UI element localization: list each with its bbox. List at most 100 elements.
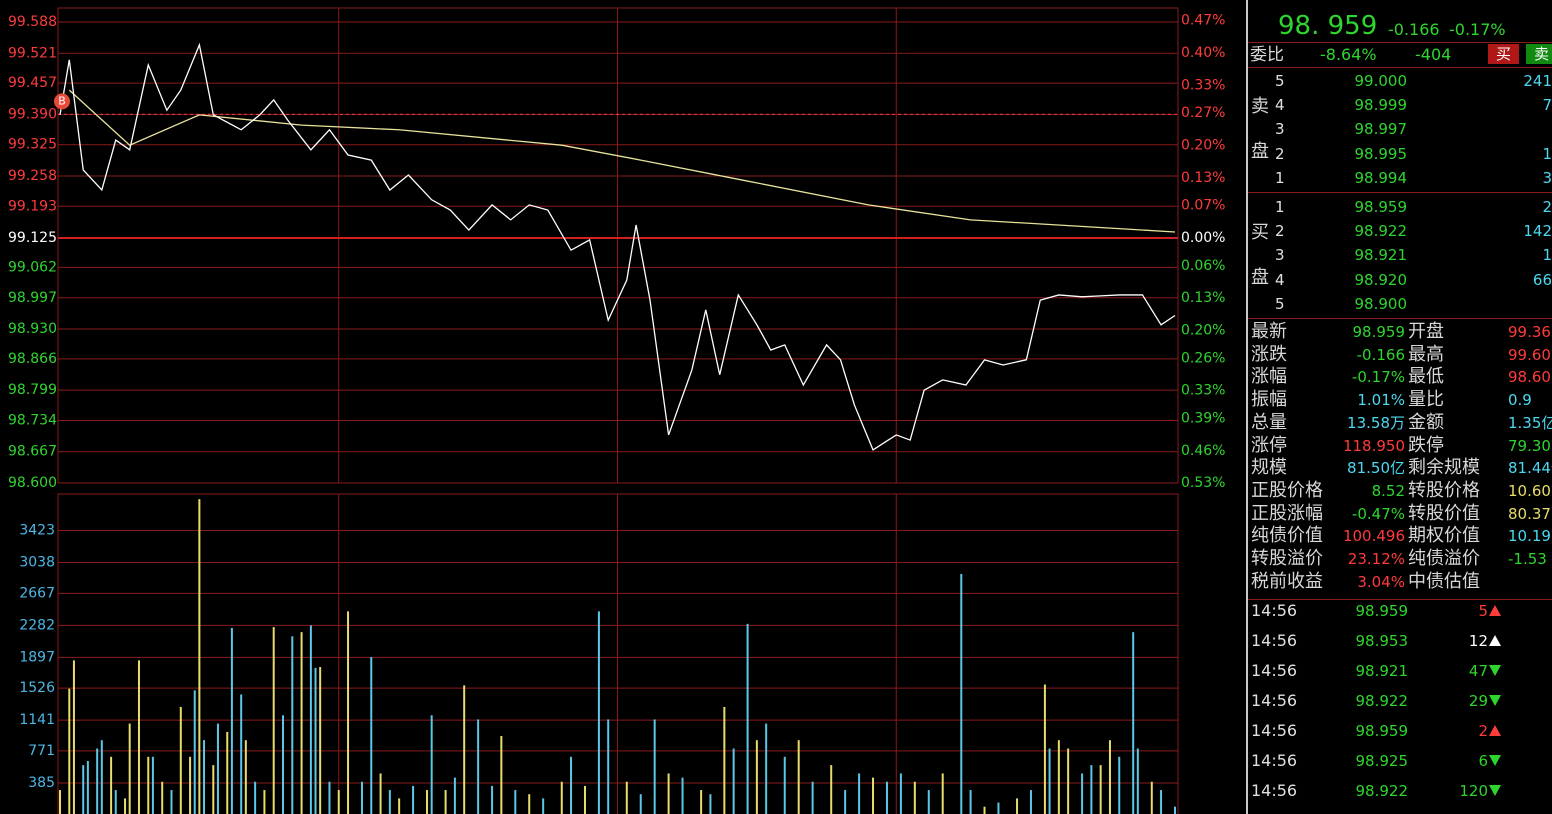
volume-bar — [500, 736, 503, 814]
volume-bar — [100, 740, 103, 814]
separator — [1248, 599, 1552, 600]
volume-bar — [653, 719, 656, 814]
trade-arrow — [1489, 605, 1501, 616]
y-tick-label: 99.125 — [8, 230, 57, 246]
stat-label: 转股溢价 — [1251, 548, 1323, 569]
y2-tick-label: 0.27% — [1181, 105, 1225, 121]
volume-bar — [82, 765, 85, 814]
y-tick-label: 385 — [28, 775, 55, 791]
stat-label: 量比 — [1408, 389, 1444, 411]
stat-label: 振幅 — [1251, 389, 1287, 411]
stat-value: 98.959 — [1352, 323, 1406, 341]
volume-bar — [625, 781, 628, 814]
volume-bar — [282, 715, 284, 814]
volume-bar — [96, 748, 99, 814]
volume-bar — [607, 719, 610, 814]
y-tick-label: 2282 — [19, 617, 55, 633]
stat-label: 最新 — [1251, 321, 1287, 342]
sell-button[interactable]: 卖 — [1526, 44, 1552, 64]
volume-bar — [426, 790, 429, 814]
volume-bar — [514, 790, 517, 814]
volume-bar — [59, 790, 61, 814]
book-volume: 7 — [1542, 96, 1552, 115]
ratio-diff: -404 — [1415, 45, 1452, 64]
buy-button[interactable]: 买 — [1488, 44, 1520, 64]
volume-bar — [969, 790, 972, 814]
y-tick-label: 2667 — [19, 585, 55, 601]
stat-label: 税前收益 — [1251, 570, 1323, 592]
y2-tick-label: 0.06% — [1181, 258, 1225, 274]
volume-bar — [765, 723, 768, 814]
volume-bar — [170, 790, 173, 814]
stat-label: 期权价值 — [1408, 525, 1480, 547]
volume-bar — [1150, 781, 1153, 814]
volume-bar — [597, 611, 600, 814]
y-tick-label: 99.258 — [8, 168, 57, 184]
volume-bar — [151, 756, 154, 814]
y-tick-label: 99.390 — [8, 106, 57, 122]
volume-bar — [811, 781, 814, 814]
stat-label: 转股价值 — [1408, 502, 1480, 524]
volume-bar — [463, 685, 466, 814]
volume-bar — [360, 781, 363, 814]
book-price: 98.922 — [1354, 222, 1408, 241]
trade-time: 14:56 — [1251, 601, 1298, 620]
trade-volume: 29 — [1468, 692, 1488, 710]
book-label: 卖 — [1251, 96, 1269, 117]
book-price: 99.000 — [1354, 72, 1408, 90]
volume-bar — [161, 781, 164, 814]
volume-bar — [189, 756, 192, 814]
volume-bar — [885, 781, 888, 814]
separator — [1248, 318, 1552, 319]
book-level: 4 — [1275, 96, 1285, 115]
separator — [1248, 192, 1552, 193]
volume-bar — [797, 740, 800, 814]
volume-bar — [337, 790, 340, 814]
volume-bar — [272, 627, 275, 814]
stat-value: 23.12% — [1347, 550, 1405, 568]
volume-bar — [114, 790, 117, 814]
book-volume: 142 — [1523, 222, 1552, 241]
volume-bar — [314, 667, 317, 814]
book-price: 98.921 — [1354, 246, 1408, 265]
trade-volume: 47 — [1468, 662, 1488, 680]
trade-volume: 5 — [1478, 602, 1488, 620]
trade-volume: 6 — [1478, 752, 1488, 770]
volume-bar — [198, 499, 201, 814]
volume-bar — [370, 657, 373, 814]
volume-bar — [328, 781, 331, 814]
book-price: 98.900 — [1354, 294, 1408, 313]
volume-bar — [528, 794, 531, 814]
book-level: 5 — [1275, 294, 1285, 313]
stat-label: 中债估值 — [1408, 570, 1480, 592]
y-tick-label: 1141 — [19, 712, 55, 728]
volume-bar — [1090, 765, 1093, 814]
stat-value: 8.52 — [1371, 481, 1405, 500]
volume-bar — [491, 785, 494, 814]
y-tick-label: 1897 — [19, 649, 55, 665]
volume-bar — [128, 723, 131, 814]
book-price: 98.994 — [1354, 168, 1408, 187]
volume-bar — [137, 660, 140, 814]
volume-bar — [830, 765, 833, 814]
volume-bar — [723, 706, 726, 814]
trade-time: 14:56 — [1251, 751, 1298, 770]
y-tick-label: 99.193 — [8, 198, 57, 214]
stat-value: 1.35亿 — [1508, 413, 1552, 432]
volume-bar — [755, 740, 758, 814]
volume-bar — [983, 806, 986, 814]
book-level: 1 — [1275, 198, 1285, 216]
ratio-label: 委比 — [1250, 45, 1284, 65]
stat-label: 纯债价值 — [1251, 525, 1323, 547]
volume-bar — [203, 740, 206, 814]
volume-bar — [147, 756, 150, 814]
stat-value: 81.50亿 — [1347, 459, 1405, 478]
volume-bar — [858, 773, 861, 814]
trade-marker-label: B — [58, 94, 66, 107]
trade-price: 98.921 — [1355, 662, 1409, 680]
stat-value: 118.950 — [1342, 436, 1405, 455]
volume-bar — [1081, 773, 1084, 814]
book-volume: 1 — [1542, 246, 1552, 265]
last-price: 98. 959 — [1278, 11, 1378, 41]
